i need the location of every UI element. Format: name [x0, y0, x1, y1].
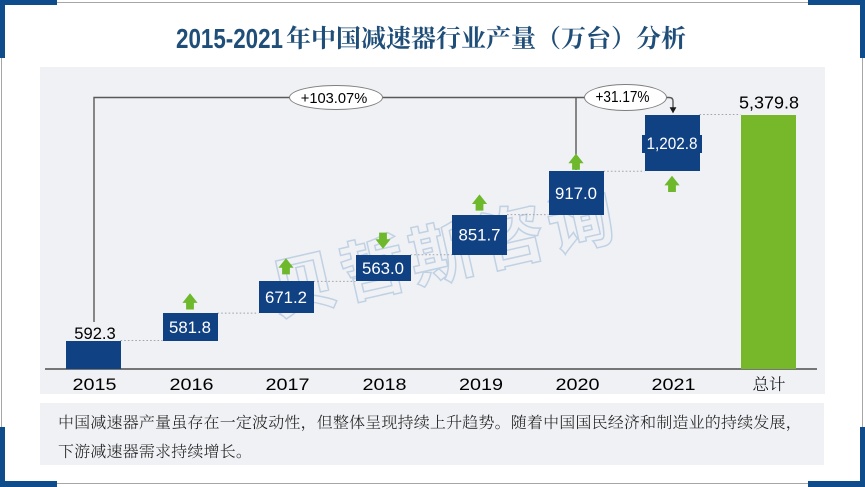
svg-text:2018: 2018: [363, 375, 407, 394]
svg-text:2016: 2016: [170, 375, 214, 394]
svg-text:671.2: 671.2: [265, 288, 307, 307]
svg-text:2015-2021: 2015-2021: [176, 23, 283, 54]
svg-text:1,202.8: 1,202.8: [647, 134, 698, 153]
svg-text:5,379.8: 5,379.8: [739, 93, 799, 113]
svg-text:2015: 2015: [73, 375, 117, 394]
svg-text:592.3: 592.3: [74, 324, 116, 343]
svg-text:2017: 2017: [266, 375, 310, 394]
svg-text:2019: 2019: [459, 375, 503, 394]
svg-text:2020: 2020: [556, 375, 600, 394]
svg-text:2021: 2021: [652, 375, 696, 394]
svg-text:917.0: 917.0: [555, 184, 597, 203]
svg-text:581.8: 581.8: [169, 318, 211, 337]
svg-text:851.7: 851.7: [459, 226, 501, 245]
svg-text:563.0: 563.0: [362, 259, 404, 278]
svg-text:+103.07%: +103.07%: [301, 90, 368, 107]
svg-text:+31.17%: +31.17%: [596, 89, 650, 106]
